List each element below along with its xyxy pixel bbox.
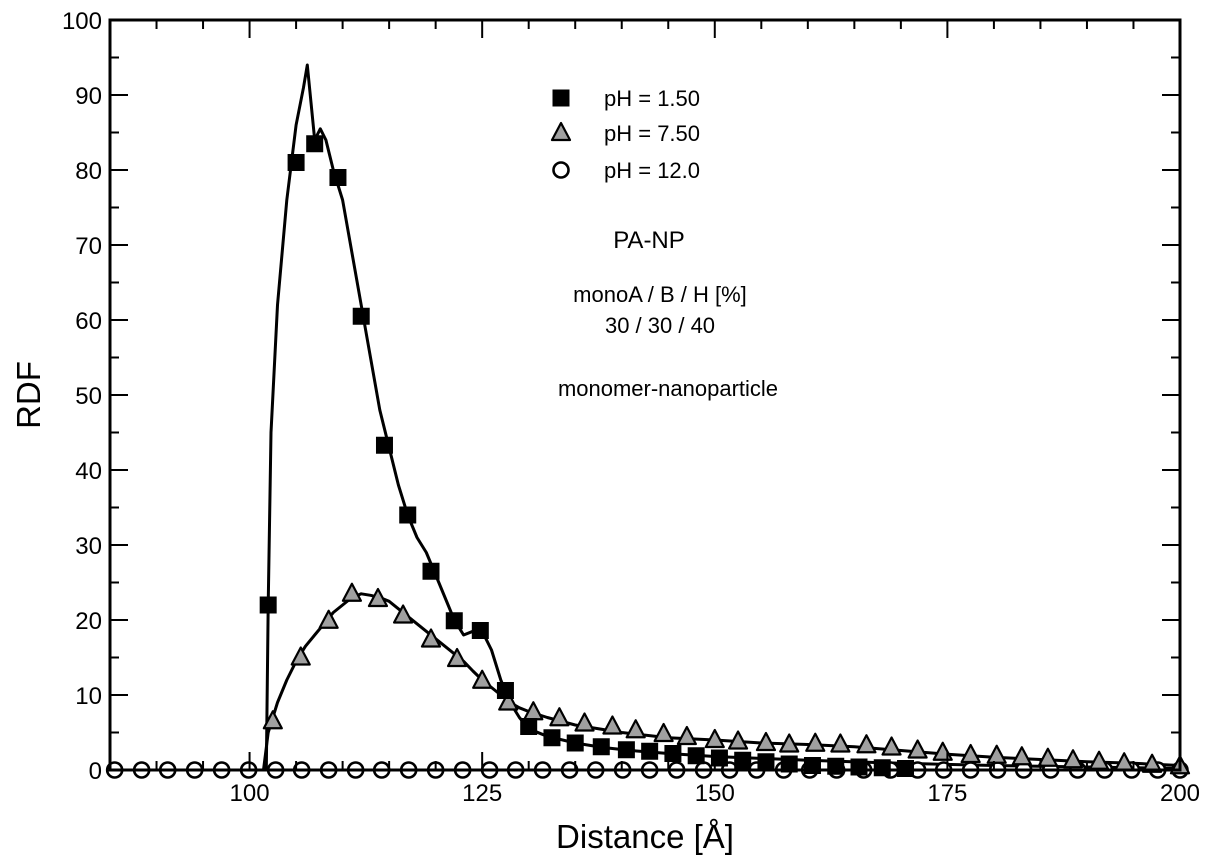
data-point-series-1 bbox=[653, 722, 674, 743]
y-tick-label: 40 bbox=[75, 458, 102, 485]
data-point-series-1 bbox=[1011, 746, 1032, 766]
x-tick-label: 175 bbox=[927, 780, 967, 807]
data-point-series-0 bbox=[520, 718, 538, 735]
data-point-series-1 bbox=[907, 739, 928, 759]
data-point-series-1 bbox=[1088, 750, 1110, 770]
data-point-series-0 bbox=[287, 154, 305, 171]
legend: pH = 1.50 pH = 7.50 pH = 12.0 bbox=[550, 86, 700, 183]
data-point-series-0 bbox=[471, 622, 489, 639]
data-point-series-1 bbox=[1062, 749, 1084, 769]
data-point-series-1 bbox=[602, 715, 623, 735]
data-point-series-1 bbox=[856, 734, 877, 754]
data-point-series-1 bbox=[1037, 747, 1058, 767]
data-point-series-1 bbox=[574, 712, 595, 732]
x-tick-label: 200 bbox=[1160, 780, 1200, 807]
data-point-series-1 bbox=[755, 731, 777, 752]
data-point-series-1 bbox=[932, 741, 953, 761]
series-line-0 bbox=[110, 63, 1180, 770]
data-point-series-0 bbox=[259, 596, 277, 614]
y-axis-title: RDF bbox=[10, 361, 47, 429]
data-point-series-0 bbox=[617, 741, 635, 759]
data-point-series-1 bbox=[341, 582, 363, 602]
data-point-series-0 bbox=[329, 169, 347, 186]
data-point-series-0 bbox=[687, 747, 705, 765]
data-point-series-0 bbox=[496, 682, 514, 699]
annotation-system: PA-NP bbox=[613, 227, 685, 254]
data-point-series-1 bbox=[704, 728, 725, 749]
data-point-series-0 bbox=[566, 734, 584, 752]
data-point-series-0 bbox=[757, 753, 775, 771]
data-point-series-0 bbox=[445, 612, 463, 630]
legend-symbol bbox=[552, 161, 570, 179]
data-point-series-0 bbox=[780, 755, 798, 773]
data-point-series-0 bbox=[734, 751, 752, 769]
x-tick-label: 150 bbox=[695, 780, 735, 807]
data-point-series-0 bbox=[710, 749, 728, 767]
data-point-series-1 bbox=[549, 707, 570, 727]
y-tick-label: 30 bbox=[75, 533, 102, 560]
x-tick-label: 100 bbox=[230, 780, 270, 807]
x-axis-title: Distance [Å] bbox=[556, 818, 734, 855]
data-point-series-1 bbox=[830, 733, 851, 753]
annotation-pair-type: monomer-nanoparticle bbox=[558, 376, 778, 401]
data-point-series-0 bbox=[352, 307, 370, 325]
data-point-series-0 bbox=[399, 506, 417, 524]
data-point-series-0 bbox=[664, 745, 682, 762]
legend-label-ph-1-50: pH = 1.50 bbox=[604, 86, 700, 111]
data-point-series-1 bbox=[960, 743, 981, 764]
data-point-series-1 bbox=[625, 719, 646, 739]
data-point-series-0 bbox=[306, 135, 324, 153]
data-point-series-0 bbox=[850, 758, 868, 776]
y-tick-label: 100 bbox=[62, 8, 102, 35]
data-point-series-1 bbox=[290, 646, 311, 666]
data-point-series-0 bbox=[827, 757, 845, 775]
y-tick-label: 10 bbox=[75, 683, 102, 710]
data-point-series-1 bbox=[805, 732, 826, 752]
data-point-series-1 bbox=[727, 730, 749, 750]
legend-marker-ph-7-50 bbox=[550, 121, 572, 142]
data-point-series-0 bbox=[375, 436, 393, 454]
data-point-series-1 bbox=[420, 628, 442, 648]
data-point-series-1 bbox=[676, 725, 697, 746]
ticks-layer bbox=[109, 19, 1181, 771]
x-tick-label: 125 bbox=[462, 780, 502, 807]
annotation-composition-values: 30 / 30 / 40 bbox=[605, 313, 715, 338]
data-point-series-1 bbox=[986, 744, 1007, 764]
data-point-series-0 bbox=[641, 742, 659, 760]
data-point-series-1 bbox=[318, 609, 339, 629]
tick-labels-layer: 100 125 150 175 200 0 10 20 30 40 50 60 70 80 90 100 bbox=[62, 8, 1200, 807]
data-point-series-1 bbox=[446, 647, 468, 668]
data-point-series-1 bbox=[392, 604, 414, 624]
legend-marker-ph-1-50 bbox=[552, 89, 570, 107]
legend-symbol bbox=[552, 89, 570, 107]
data-point-series-0 bbox=[543, 729, 561, 747]
legend-label-ph-12-0: pH = 12.0 bbox=[604, 158, 700, 183]
data-point-series-1 bbox=[881, 736, 902, 756]
y-tick-label: 80 bbox=[75, 158, 102, 185]
y-tick-label: 70 bbox=[75, 233, 102, 260]
data-point-series-1 bbox=[367, 587, 389, 608]
data-point-series-1 bbox=[1141, 753, 1163, 773]
y-tick-label: 20 bbox=[75, 608, 102, 635]
y-tick-label: 50 bbox=[75, 383, 102, 410]
legend-label-ph-7-50: pH = 7.50 bbox=[604, 121, 700, 146]
data-point-series-1 bbox=[779, 733, 800, 753]
data-point-series-0 bbox=[422, 562, 440, 580]
annotation-composition-header: monoA / B / H [%] bbox=[573, 282, 747, 307]
legend-symbol bbox=[550, 121, 572, 142]
data-point-series-1 bbox=[472, 669, 493, 689]
data-point-series-0 bbox=[592, 738, 610, 756]
data-point-series-1 bbox=[262, 710, 283, 730]
data-point-series-1 bbox=[498, 691, 519, 711]
y-tick-label: 60 bbox=[75, 308, 102, 335]
y-tick-label: 90 bbox=[75, 83, 102, 110]
legend-marker-ph-12-0 bbox=[552, 161, 570, 179]
y-tick-label: 0 bbox=[89, 758, 102, 785]
data-point-series-0 bbox=[873, 759, 891, 777]
